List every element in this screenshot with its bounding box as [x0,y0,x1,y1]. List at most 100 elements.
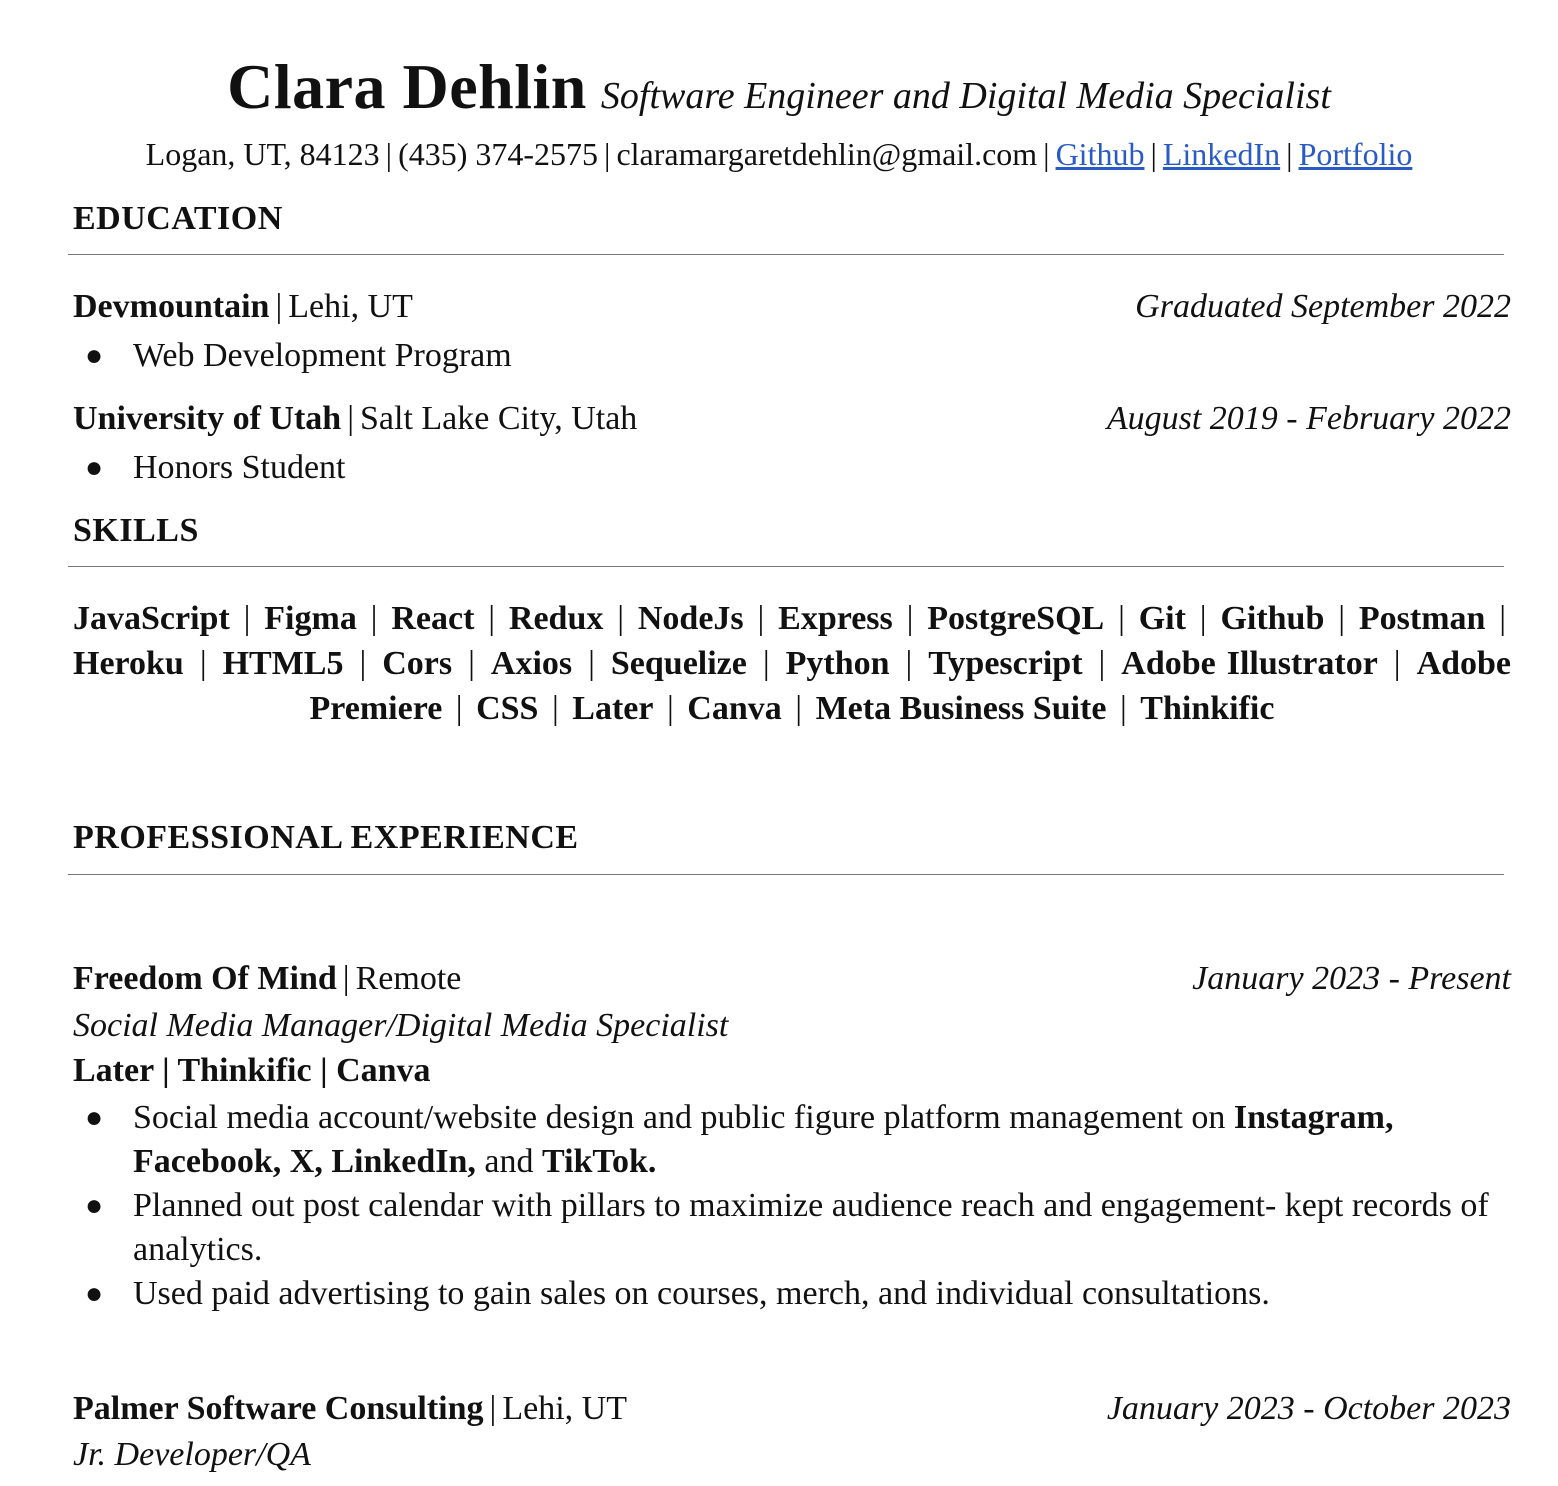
experience-entry: Freedom Of Mind | Remote January 2023 - Pr… [73,960,1511,998]
section-divider [68,566,1504,567]
education-location: Lehi, UT [288,288,413,325]
education-org: University of Utah [73,400,342,437]
skill-item: Express [778,600,893,637]
bullet-icon: ● [85,1277,104,1310]
bullet-text-part: and [475,1143,542,1180]
contact-line: Logan, UT, 84123 | (435) 374-2575 | claramar… [0,136,1558,173]
skill-separator: | [359,645,367,682]
education-date: August 2019 - February 2022 [1106,400,1511,437]
section-title-experience: PROFESSIONAL EXPERIENCE [73,819,579,856]
skill-separator: | [1499,600,1507,637]
skill-separator: | [488,600,496,637]
skill-item: Cors [382,645,453,682]
list-item: ● Planned out post calendar with pillars… [73,1184,1493,1272]
education-entry: University of Utah | Salt Lake City, Utah … [73,400,1511,438]
candidate-subtitle: Software Engineer and Digital Media Spec… [600,75,1331,117]
section-divider [68,254,1504,255]
bullet-text: Social media account/website design and … [133,1096,1493,1184]
bullet-text: Planned out post calendar with pillars t… [133,1187,1489,1268]
skill-separator: | [588,645,595,682]
skill-item: Postman [1358,600,1486,637]
education-org: Devmountain [73,288,270,325]
linkedin-link[interactable]: LinkedIn [1162,136,1281,172]
skill-separator: | [795,690,803,727]
contact-email[interactable]: claramargaretdehlin@gmail.com [616,136,1038,172]
skill-item: Adobe Premiere [309,645,1512,727]
education-date: Graduated September 2022 [1135,288,1511,325]
skill-separator: | [762,645,770,682]
bullet-text: Used paid advertising to gain sales on c… [133,1275,1270,1312]
skill-separator: | [905,645,913,682]
skill-item: CSS [476,690,539,727]
skill-separator: | [1118,600,1125,637]
skill-separator: | [757,600,765,637]
section-divider [68,874,1504,875]
portfolio-link[interactable]: Portfolio [1298,136,1413,172]
skill-item: Git [1138,600,1186,637]
skills-list: JavaScript | Figma | React | Redux | Nod… [73,596,1511,731]
bullet-icon: ● [85,1189,104,1222]
list-item: ● Used paid advertising to gain sales on… [73,1272,1493,1316]
list-item: ● Web Development Program [73,334,1493,378]
entry-separator: | [275,288,283,325]
skill-item: Redux [508,600,604,637]
contact-location: Logan, UT, 84123 [145,136,380,172]
bullet-icon: ● [85,1101,104,1134]
skill-separator: | [1098,645,1106,682]
contact-separator: | [1043,136,1050,172]
skill-separator: | [1119,690,1127,727]
skill-item: Canva [687,690,782,727]
bullet-text: Honors Student [133,449,346,486]
education-entry: Devmountain | Lehi, UT Graduated September… [73,288,1511,326]
education-location: Salt Lake City, Utah [360,400,638,437]
entry-separator: | [347,400,355,437]
github-link[interactable]: Github [1055,136,1145,172]
skill-separator: | [1338,600,1346,637]
skill-item: Later [572,690,654,727]
bullet-text-bold: TikTok. [542,1143,657,1180]
experience-date: January 2023 - October 2023 [1106,1390,1511,1427]
skill-item: Python [785,645,890,682]
skill-item: Heroku [73,645,184,682]
contact-separator: | [385,136,393,172]
skill-item: Github [1220,600,1325,637]
list-item: ● Honors Student [73,446,1493,490]
resume-header: Clara Dehlin Software Engineer and Digita… [0,50,1558,124]
skill-item: Meta Business Suite [815,690,1107,727]
bullet-text: Web Development Program [133,337,512,374]
experience-org: Palmer Software Consulting [73,1390,484,1427]
skill-separator: | [1393,645,1401,682]
experience-location: Remote [355,960,462,997]
contact-separator: | [1150,136,1157,172]
bullet-text-bold: Instagram, Facebook, X, LinkedIn, [133,1099,1394,1180]
skill-separator: | [199,645,207,682]
section-title-education: EDUCATION [73,200,283,237]
bullet-text-part: Social media account/website design and … [133,1099,1234,1136]
skill-separator: | [455,690,463,727]
entry-separator: | [342,960,350,997]
section-title-skills: SKILLS [73,512,199,549]
experience-entry: Palmer Software Consulting | Lehi, UT Janu… [73,1390,1511,1428]
skill-item: Figma [264,600,357,637]
experience-date: January 2023 - Present [1192,960,1511,997]
skill-item: NodeJs [637,600,744,637]
candidate-name: Clara Dehlin [227,51,587,122]
skill-item: Typescript [928,645,1083,682]
list-item: ● Social media account/website design an… [73,1096,1493,1184]
experience-tools: Later | Thinkific | Canva [73,1052,431,1089]
contact-separator: | [1286,136,1293,172]
skill-separator: | [1199,600,1207,637]
skill-item: HTML5 [222,645,344,682]
skill-item: PostgreSQL [927,600,1105,637]
experience-location: Lehi, UT [502,1390,627,1427]
skill-item: JavaScript [73,600,230,637]
bullet-icon: ● [85,451,104,484]
bullet-icon: ● [85,339,104,372]
skill-separator: | [906,600,914,637]
skill-item: Sequelize [610,645,747,682]
skill-separator: | [617,600,625,637]
skill-item: Adobe Illustrator [1121,645,1378,682]
skill-separator: | [666,690,674,727]
skill-item: React [391,600,475,637]
